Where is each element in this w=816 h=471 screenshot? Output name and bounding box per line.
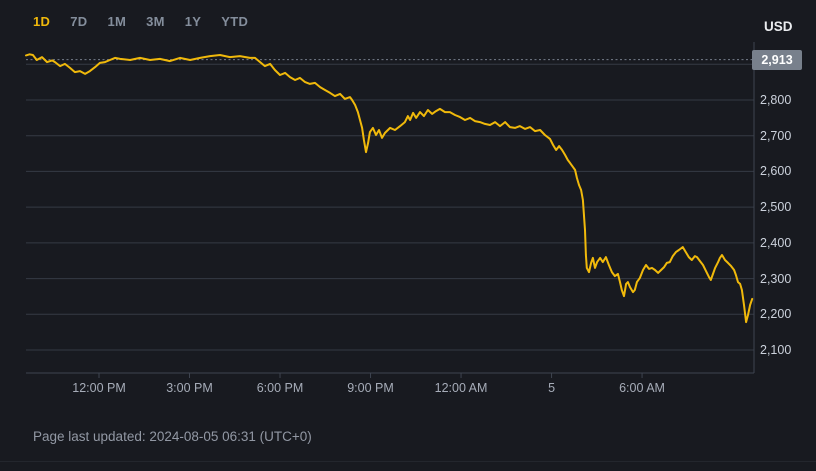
current-price-badge: 2,913 xyxy=(752,49,802,70)
last-updated-text: Page last updated: 2024-08-05 06:31 (UTC… xyxy=(33,429,312,444)
tab-3m[interactable]: 3M xyxy=(146,14,165,29)
y-axis-tick-label: 2,700 xyxy=(760,128,792,143)
x-axis-tick-label: 12:00 PM xyxy=(72,381,126,395)
x-axis-tick-label: 6:00 PM xyxy=(256,381,304,395)
tab-1m[interactable]: 1M xyxy=(107,14,127,29)
y-axis-tick-label: 2,300 xyxy=(760,271,792,286)
x-axis-tick-label: 12:00 AM xyxy=(434,381,488,395)
y-axis-tick-label: 2,100 xyxy=(760,343,792,357)
y-axis-tick-label: 2,400 xyxy=(760,235,792,250)
tab-1d[interactable]: 1D xyxy=(33,14,51,29)
y-axis-tick-label: 2,500 xyxy=(760,200,792,215)
x-axis-tick-label: 9:00 PM xyxy=(347,381,394,395)
x-axis-tick-label: 3:00 PM xyxy=(166,381,213,395)
tab-7d[interactable]: 7D xyxy=(70,14,88,29)
x-axis-tick-label: 5 xyxy=(548,381,556,395)
x-axis-tick-label: 6:00 AM xyxy=(619,381,665,395)
price-line-series xyxy=(25,53,754,324)
y-axis-tick-label: 2,800 xyxy=(760,93,792,107)
y-axis-tick-label: 2,200 xyxy=(760,307,792,322)
tab-ytd[interactable]: YTD xyxy=(221,14,249,29)
bottom-divider xyxy=(0,461,816,462)
currency-label: USD xyxy=(764,19,793,34)
tab-1y[interactable]: 1Y xyxy=(184,14,202,29)
y-axis-tick-label: 2,600 xyxy=(760,164,792,179)
time-range-tabs: 1D 7D 1M 3M 1Y YTD xyxy=(33,13,248,30)
